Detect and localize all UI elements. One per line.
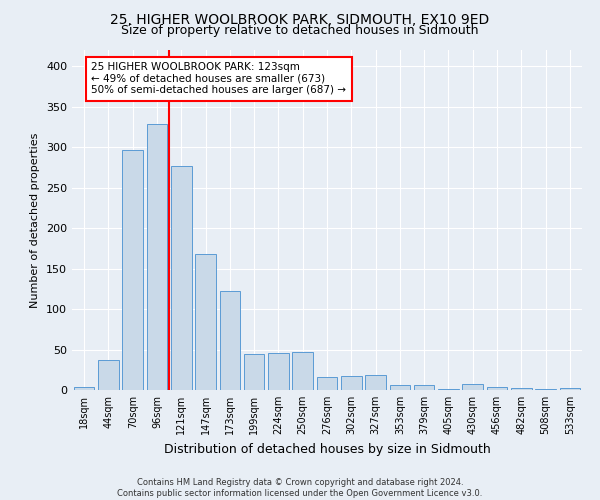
- Bar: [438, 389, 459, 390]
- Bar: [146, 124, 167, 390]
- X-axis label: Distribution of detached houses by size in Sidmouth: Distribution of detached houses by size …: [164, 442, 490, 456]
- Bar: [268, 353, 289, 390]
- Text: 25 HIGHER WOOLBROOK PARK: 123sqm
← 49% of detached houses are smaller (673)
50% : 25 HIGHER WOOLBROOK PARK: 123sqm ← 49% o…: [91, 62, 346, 96]
- Bar: [341, 376, 362, 390]
- Bar: [171, 166, 191, 390]
- Text: Size of property relative to detached houses in Sidmouth: Size of property relative to detached ho…: [121, 24, 479, 37]
- Bar: [511, 388, 532, 390]
- Bar: [292, 352, 313, 390]
- Bar: [220, 291, 240, 390]
- Bar: [389, 385, 410, 390]
- Bar: [98, 360, 119, 390]
- Bar: [414, 385, 434, 390]
- Bar: [487, 387, 508, 390]
- Bar: [317, 377, 337, 390]
- Bar: [74, 387, 94, 390]
- Bar: [560, 388, 580, 390]
- Text: Contains HM Land Registry data © Crown copyright and database right 2024.
Contai: Contains HM Land Registry data © Crown c…: [118, 478, 482, 498]
- Y-axis label: Number of detached properties: Number of detached properties: [31, 132, 40, 308]
- Bar: [365, 376, 386, 390]
- Bar: [195, 254, 216, 390]
- Text: 25, HIGHER WOOLBROOK PARK, SIDMOUTH, EX10 9ED: 25, HIGHER WOOLBROOK PARK, SIDMOUTH, EX1…: [110, 12, 490, 26]
- Bar: [463, 384, 483, 390]
- Bar: [122, 150, 143, 390]
- Bar: [244, 354, 265, 390]
- Bar: [535, 389, 556, 390]
